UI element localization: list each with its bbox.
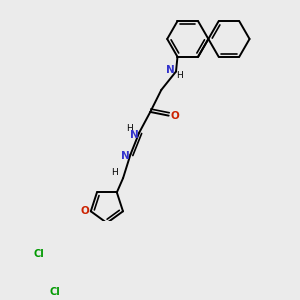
Text: N: N [130,130,139,140]
Text: N: N [121,151,130,161]
Text: N: N [167,65,175,75]
Text: O: O [81,206,89,216]
Text: O: O [171,111,180,121]
Text: Cl: Cl [33,249,44,259]
Text: H: H [176,71,183,80]
Text: Cl: Cl [50,286,60,297]
Text: H: H [111,168,118,177]
Text: H: H [126,124,133,134]
